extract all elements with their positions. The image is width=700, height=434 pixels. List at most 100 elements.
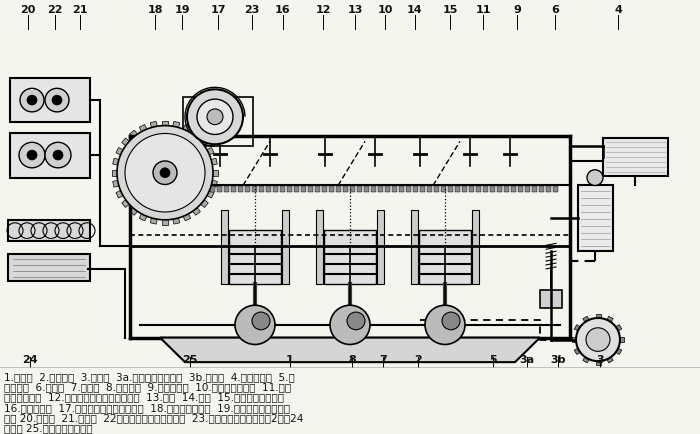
FancyBboxPatch shape [316, 210, 323, 284]
FancyBboxPatch shape [229, 230, 281, 284]
Circle shape [576, 318, 620, 361]
Text: 8: 8 [348, 355, 356, 365]
Polygon shape [614, 347, 622, 355]
Polygon shape [112, 170, 120, 176]
Text: 4: 4 [614, 5, 622, 15]
Polygon shape [572, 337, 578, 342]
Polygon shape [252, 187, 257, 192]
Polygon shape [130, 205, 139, 215]
Circle shape [19, 142, 45, 168]
Circle shape [330, 305, 370, 345]
Polygon shape [208, 158, 217, 166]
Text: 21: 21 [72, 5, 88, 15]
FancyBboxPatch shape [578, 184, 613, 251]
Circle shape [587, 170, 603, 185]
Text: 25: 25 [182, 355, 197, 365]
FancyBboxPatch shape [603, 138, 668, 176]
Polygon shape [497, 187, 502, 192]
Text: 19: 19 [174, 5, 190, 15]
Text: 平衡轴 25.从增压器回曲轴箱: 平衡轴 25.从增压器回曲轴箱 [4, 424, 92, 434]
FancyBboxPatch shape [282, 210, 289, 284]
Circle shape [207, 109, 223, 125]
Polygon shape [357, 187, 362, 192]
Polygon shape [182, 211, 190, 221]
Text: 23: 23 [244, 5, 260, 15]
Polygon shape [399, 187, 404, 192]
Circle shape [153, 161, 177, 184]
Polygon shape [172, 122, 180, 130]
FancyBboxPatch shape [419, 230, 471, 284]
Polygon shape [574, 347, 582, 355]
Polygon shape [280, 187, 285, 192]
FancyBboxPatch shape [324, 230, 376, 284]
Polygon shape [204, 148, 214, 156]
Circle shape [235, 305, 275, 345]
Circle shape [45, 89, 69, 112]
Polygon shape [329, 187, 334, 192]
FancyBboxPatch shape [221, 210, 228, 284]
Polygon shape [172, 215, 180, 224]
Polygon shape [238, 187, 243, 192]
Circle shape [197, 99, 233, 135]
Circle shape [252, 312, 270, 330]
Text: 15: 15 [442, 5, 458, 15]
Polygon shape [614, 325, 622, 332]
Text: 3: 3 [596, 355, 604, 365]
Polygon shape [113, 180, 122, 187]
Text: 6: 6 [551, 5, 559, 15]
FancyBboxPatch shape [540, 290, 562, 308]
Polygon shape [210, 187, 215, 192]
Polygon shape [618, 337, 624, 342]
Polygon shape [315, 187, 320, 192]
Text: 活塞的喷油孔  12.摇臂脉冲润滑的挺柱控制孔  13.推杆  14.摇臂  15.通油底壳的回油道: 活塞的喷油孔 12.摇臂脉冲润滑的挺柱控制孔 13.推杆 14.摇臂 15.通油… [4, 393, 284, 403]
Polygon shape [259, 187, 264, 192]
FancyBboxPatch shape [8, 220, 90, 241]
Polygon shape [596, 359, 601, 365]
Polygon shape [287, 187, 292, 192]
Polygon shape [266, 187, 271, 192]
Polygon shape [162, 121, 168, 128]
Polygon shape [434, 187, 439, 192]
Polygon shape [140, 187, 145, 192]
FancyBboxPatch shape [10, 134, 90, 178]
Polygon shape [462, 187, 467, 192]
Polygon shape [539, 187, 544, 192]
Polygon shape [162, 217, 168, 225]
Circle shape [347, 312, 365, 330]
Circle shape [27, 95, 37, 105]
Circle shape [160, 168, 170, 178]
Polygon shape [210, 170, 218, 176]
Polygon shape [150, 122, 158, 130]
Polygon shape [217, 187, 222, 192]
Polygon shape [490, 187, 495, 192]
Polygon shape [130, 130, 139, 140]
Polygon shape [378, 187, 383, 192]
Polygon shape [203, 187, 208, 192]
Polygon shape [427, 187, 432, 192]
Polygon shape [553, 187, 558, 192]
Circle shape [425, 305, 465, 345]
Polygon shape [175, 187, 180, 192]
Polygon shape [190, 130, 200, 140]
Polygon shape [161, 187, 166, 192]
Polygon shape [273, 187, 278, 192]
Circle shape [27, 150, 37, 160]
Polygon shape [147, 187, 152, 192]
Polygon shape [518, 187, 523, 192]
Polygon shape [204, 189, 214, 198]
Polygon shape [583, 355, 590, 363]
Polygon shape [190, 205, 200, 215]
Circle shape [20, 89, 44, 112]
Polygon shape [448, 187, 453, 192]
Circle shape [187, 89, 243, 144]
Polygon shape [150, 215, 158, 224]
FancyBboxPatch shape [377, 210, 384, 284]
Circle shape [117, 125, 213, 220]
Polygon shape [385, 187, 390, 192]
Polygon shape [392, 187, 397, 192]
Polygon shape [245, 187, 250, 192]
Polygon shape [231, 187, 236, 192]
Text: 12: 12 [315, 5, 330, 15]
Polygon shape [116, 189, 126, 198]
Polygon shape [139, 125, 148, 134]
